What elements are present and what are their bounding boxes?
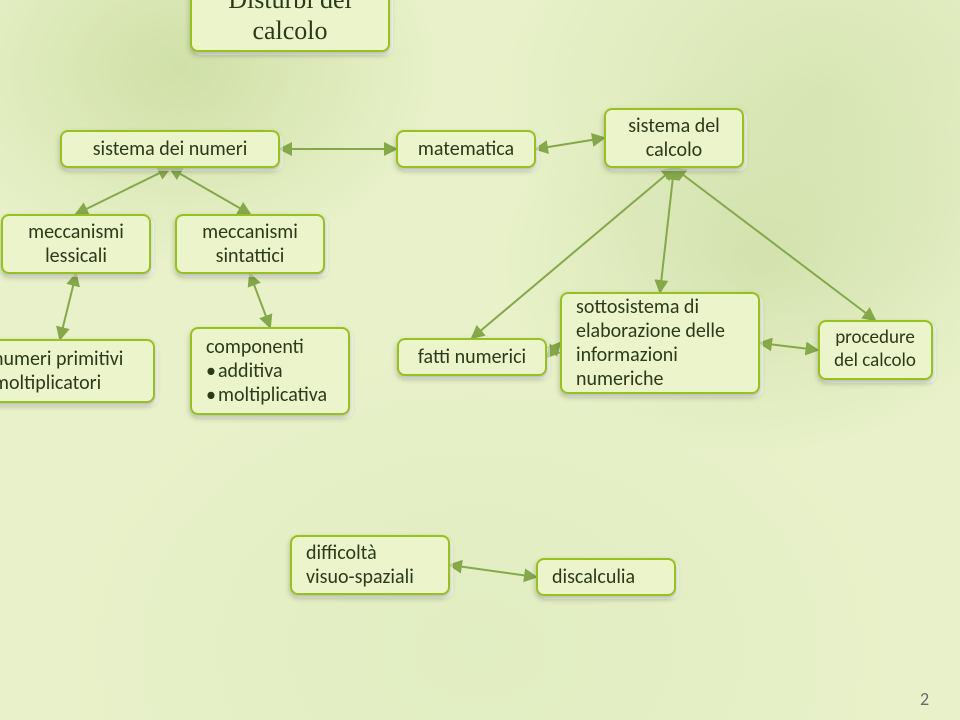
edge-matematica-siscalc <box>536 138 604 149</box>
edge-lessicali-sisnum <box>76 168 170 214</box>
node-sottosist-line-2: informazioni <box>576 343 678 367</box>
node-sisnum: sistema dei numeri <box>60 130 280 168</box>
node-visuo: difficoltàvisuo-spaziali <box>290 535 450 595</box>
node-primitivi-line-0: numeri primitivi <box>0 347 123 371</box>
node-siscalc-line-1: calcolo <box>646 138 702 162</box>
edge-sottosist-siscalc <box>660 168 674 292</box>
edge-fatti-sottosist <box>547 343 560 357</box>
page-number: 2 <box>920 688 929 710</box>
node-procedure-line-0: procedure <box>835 327 915 350</box>
node-sottosist-line-0: sottosistema di <box>576 295 699 319</box>
edge-sintattici-sisnum <box>170 168 250 214</box>
edge-sottosist-procedure <box>760 343 818 350</box>
node-fatti: fatti numerici <box>397 338 547 376</box>
node-siscalc-line-0: sistema del <box>628 114 720 138</box>
node-sottosist-line-1: elaborazione delle <box>576 319 725 343</box>
node-matematica-line-0: matematica <box>418 137 514 161</box>
node-sintattici-line-1: sintattici <box>216 244 285 268</box>
node-procedure: proceduredel calcolo <box>818 320 933 380</box>
node-siscalc: sistema delcalcolo <box>604 108 744 168</box>
node-componenti: componentiadditivamoltiplicativa <box>190 327 350 415</box>
node-sintattici: meccanismisintattici <box>175 214 325 274</box>
node-sisnum-line-0: sistema dei numeri <box>93 137 248 161</box>
node-title-line-0: Disturbi del <box>228 0 352 15</box>
node-lessicali-line-1: lessicali <box>45 244 107 268</box>
diagram-stage: 2 Disturbi delcalcolosistema dei numerim… <box>0 0 960 720</box>
node-title-line-1: calcolo <box>252 15 327 46</box>
node-componenti-line-1: additiva <box>206 359 283 383</box>
node-matematica: matematica <box>396 130 536 168</box>
node-lessicali: meccanismilessicali <box>1 214 151 274</box>
node-fatti-line-0: fatti numerici <box>418 345 526 369</box>
node-visuo-line-0: difficoltà <box>306 541 377 565</box>
node-procedure-line-1: del calcolo <box>834 350 916 373</box>
node-visuo-line-1: visuo-spaziali <box>306 565 414 589</box>
node-primitivi-line-1: moltiplicatori <box>0 371 101 395</box>
node-lessicali-line-0: meccanismi <box>28 220 124 244</box>
edge-lessicali-primitivi <box>60 274 76 339</box>
node-primitivi: numeri primitivimoltiplicatori <box>0 339 155 403</box>
edge-visuo-discalculia <box>450 565 536 577</box>
edge-sintattici-componenti <box>250 274 270 327</box>
node-discalculia: discalculia <box>536 558 676 596</box>
node-discalculia-line-0: discalculia <box>552 565 635 589</box>
node-title: Disturbi delcalcolo <box>190 0 390 52</box>
node-sottosist-line-3: numeriche <box>576 367 663 391</box>
node-sottosist: sottosistema dielaborazione delleinforma… <box>560 292 760 394</box>
node-componenti-line-2: moltiplicativa <box>206 383 327 407</box>
node-componenti-line-0: componenti <box>206 335 304 359</box>
node-sintattici-line-0: meccanismi <box>202 220 298 244</box>
